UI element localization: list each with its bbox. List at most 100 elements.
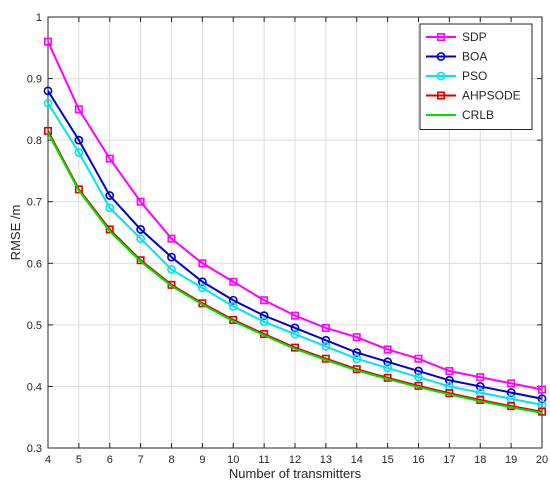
legend-item-crlb: CRLB bbox=[426, 108, 494, 122]
x-tick-label: 5 bbox=[76, 454, 82, 466]
series-line-boa bbox=[47, 90, 543, 400]
data-point-sdp bbox=[136, 197, 145, 206]
series-sdp bbox=[43, 37, 546, 394]
x-tick-label: 14 bbox=[351, 454, 363, 466]
legend-swatch-marker bbox=[436, 32, 445, 41]
data-point-boa bbox=[228, 295, 238, 305]
legend-label: PSO bbox=[462, 69, 487, 83]
data-point-boa bbox=[43, 86, 53, 96]
data-point-boa bbox=[167, 252, 176, 262]
data-point-pso bbox=[414, 372, 423, 382]
data-point-boa bbox=[383, 357, 393, 367]
y-tick-label: 1 bbox=[36, 12, 42, 24]
y-tick-label: 0.5 bbox=[27, 320, 42, 332]
data-point-sdp bbox=[537, 385, 546, 394]
data-point-boa bbox=[352, 348, 362, 357]
y-tick-label: 0.9 bbox=[27, 74, 42, 86]
legend-item-sdp: SDP bbox=[426, 30, 487, 44]
data-point-pso bbox=[197, 283, 207, 293]
series-layer bbox=[43, 37, 547, 416]
x-tick-label: 20 bbox=[536, 454, 548, 466]
ticks-layer: 4 5 6 7 8 9 10 11 12 13 14 15 16 17 18 19 20 0.3 0.4 0.5 0.6… bbox=[27, 12, 548, 466]
x-tick-label: 4 bbox=[45, 454, 51, 466]
data-point-sdp bbox=[198, 259, 207, 268]
legend-label: BOA bbox=[462, 50, 487, 64]
data-point-pso bbox=[228, 301, 238, 311]
y-axis-label: RMSE /m bbox=[8, 205, 23, 261]
data-point-boa bbox=[444, 375, 454, 385]
data-point-sdp bbox=[167, 234, 176, 243]
legend-item-pso: PSO bbox=[426, 69, 487, 83]
data-point-sdp bbox=[352, 333, 361, 342]
data-point-ahpsode bbox=[167, 280, 176, 289]
legend-label: CRLB bbox=[462, 108, 494, 122]
y-tick-label: 0.4 bbox=[27, 381, 42, 393]
legend-swatch-marker bbox=[436, 71, 446, 81]
x-tick-label: 10 bbox=[227, 454, 239, 466]
data-point-boa bbox=[197, 277, 207, 287]
legend: SDP BOA PSO AHPSODE CRLB bbox=[419, 23, 533, 130]
legend-swatch-marker bbox=[436, 91, 445, 100]
data-point-pso bbox=[383, 363, 393, 373]
data-point-boa bbox=[136, 225, 146, 234]
data-point-pso bbox=[136, 234, 146, 244]
series-line-ahpsode bbox=[47, 130, 543, 413]
x-axis-label: Number of transmitters bbox=[229, 466, 362, 481]
x-tick-label: 12 bbox=[289, 454, 301, 466]
data-point-pso bbox=[43, 98, 53, 108]
series-crlb bbox=[47, 132, 543, 414]
data-point-boa bbox=[105, 191, 115, 200]
legend-item-ahpsode: AHPSODE bbox=[426, 89, 521, 103]
data-point-boa bbox=[290, 323, 300, 333]
x-tick-label: 18 bbox=[474, 454, 486, 466]
data-point-sdp bbox=[476, 373, 485, 382]
data-point-boa bbox=[506, 388, 516, 397]
x-tick-label: 8 bbox=[168, 454, 174, 466]
y-tick-label: 0.8 bbox=[27, 135, 42, 147]
legend-label: AHPSODE bbox=[462, 89, 521, 103]
x-tick-label: 6 bbox=[107, 454, 113, 466]
data-point-ahpsode bbox=[74, 185, 83, 194]
data-point-sdp bbox=[507, 379, 516, 388]
data-point-boa bbox=[414, 366, 423, 376]
data-point-sdp bbox=[74, 105, 83, 114]
data-point-pso bbox=[105, 203, 115, 213]
data-point-pso bbox=[321, 342, 331, 351]
series-pso bbox=[43, 98, 547, 410]
data-point-boa bbox=[475, 382, 485, 391]
data-point-sdp bbox=[445, 367, 454, 376]
data-point-sdp bbox=[105, 154, 114, 163]
data-point-boa bbox=[259, 311, 269, 321]
data-point-pso bbox=[74, 148, 84, 157]
data-point-sdp bbox=[383, 345, 392, 354]
x-tick-label: 15 bbox=[382, 454, 394, 466]
data-point-ahpsode bbox=[136, 256, 145, 265]
data-point-pso bbox=[290, 329, 300, 339]
y-tick-label: 0.3 bbox=[27, 443, 42, 455]
data-point-sdp bbox=[321, 323, 330, 332]
grid-layer bbox=[47, 16, 543, 449]
x-tick-label: 16 bbox=[412, 454, 424, 466]
x-tick-label: 13 bbox=[320, 454, 332, 466]
series-line-pso bbox=[47, 102, 543, 406]
data-point-pso bbox=[259, 317, 269, 327]
legend-item-boa: BOA bbox=[426, 50, 487, 64]
x-tick-label: 19 bbox=[505, 454, 517, 466]
data-point-pso bbox=[352, 354, 362, 364]
x-tick-label: 11 bbox=[258, 454, 269, 466]
data-point-boa bbox=[74, 135, 84, 145]
data-point-sdp bbox=[290, 311, 299, 320]
x-tick-label: 7 bbox=[138, 454, 144, 466]
y-tick-label: 0.7 bbox=[27, 197, 42, 209]
legend-swatch-marker bbox=[436, 52, 446, 61]
data-point-boa bbox=[321, 335, 331, 345]
y-tick-label: 0.6 bbox=[27, 258, 42, 270]
data-point-pso bbox=[167, 265, 176, 274]
x-tick-label: 9 bbox=[199, 454, 205, 466]
data-point-boa bbox=[537, 394, 547, 404]
series-boa bbox=[43, 86, 547, 404]
x-tick-label: 17 bbox=[443, 454, 455, 466]
data-point-sdp bbox=[229, 277, 238, 286]
data-point-sdp bbox=[43, 37, 52, 46]
